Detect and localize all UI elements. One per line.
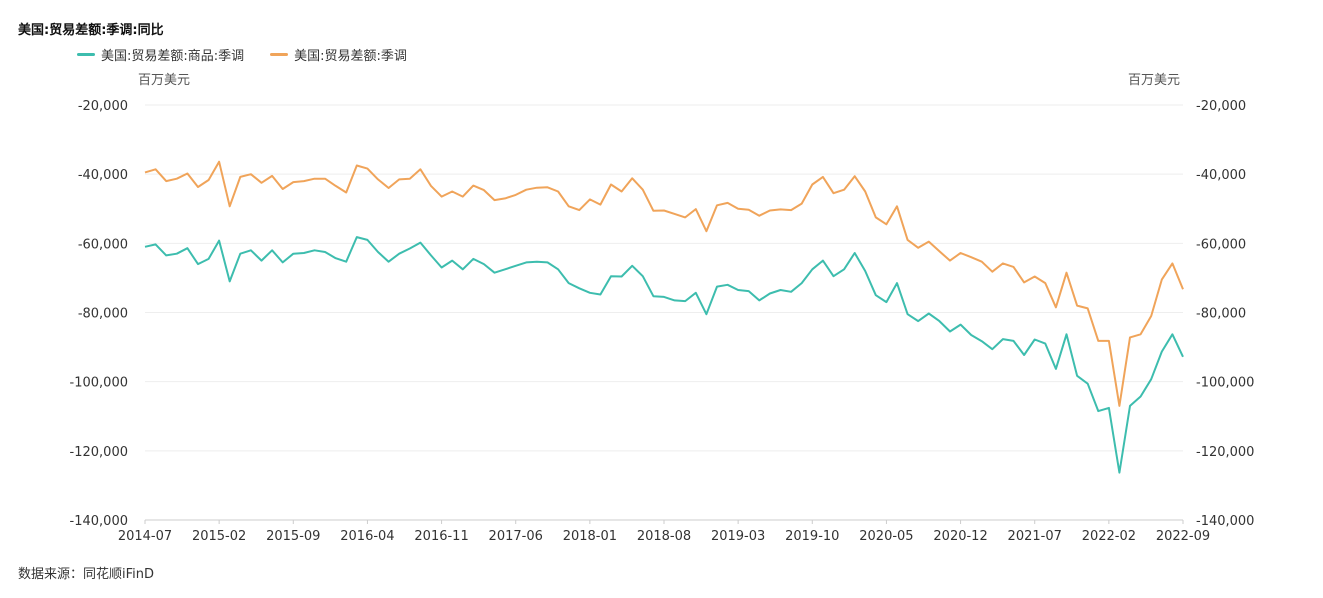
y-axis-unit-left: 百万美元 <box>138 73 191 88</box>
y-tick-label-left: -40,000 <box>78 168 128 183</box>
legend-label-goods: 美国:贸易差额:商品:季调 <box>101 49 245 64</box>
x-tick-label: 2021-07 <box>1008 529 1062 544</box>
x-tick-label: 2022-09 <box>1156 529 1210 544</box>
x-tick-label: 2020-12 <box>933 529 987 544</box>
legend-swatch-total <box>270 53 289 56</box>
chart-title: 美国:贸易差额:季调:同比 <box>18 23 164 38</box>
x-tick-label: 2016-11 <box>414 529 468 544</box>
y-tick-label-left: -80,000 <box>78 307 128 322</box>
y-tick-label-right: -40,000 <box>1196 168 1246 183</box>
y-tick-label-left: -140,000 <box>70 514 128 529</box>
legend-label-total: 美国:贸易差额:季调 <box>294 49 407 64</box>
series-line-total <box>144 160 1184 407</box>
y-tick-label-left: -20,000 <box>78 99 128 114</box>
y-axis-unit-right: 百万美元 <box>1128 73 1181 88</box>
legend-item-total[interactable]: 美国:贸易差额:季调 <box>270 45 407 64</box>
x-tick-label: 2018-01 <box>563 529 617 544</box>
x-tick-label: 2019-03 <box>711 529 765 544</box>
x-tick-label: 2022-02 <box>1082 529 1136 544</box>
x-tick-label: 2015-02 <box>192 529 246 544</box>
x-tick-label: 2015-09 <box>266 529 320 544</box>
series-line-goods <box>144 236 1184 474</box>
data-source: 数据来源：同花顺iFinD <box>18 567 155 582</box>
y-tick-label-left: -60,000 <box>78 237 128 252</box>
y-tick-label-left: -120,000 <box>70 445 128 460</box>
x-tick-label: 2017-06 <box>489 529 543 544</box>
x-tick-label: 2014-07 <box>118 529 172 544</box>
y-tick-label-right: -20,000 <box>1196 99 1246 114</box>
y-tick-label-right: -140,000 <box>1196 514 1254 529</box>
y-tick-label-right: -60,000 <box>1196 237 1246 252</box>
x-tick-label: 2018-08 <box>637 529 691 544</box>
y-tick-label-left: -100,000 <box>70 376 128 391</box>
x-tick-label: 2016-04 <box>340 529 394 544</box>
y-tick-label-right: -80,000 <box>1196 307 1246 322</box>
x-tick-label: 2019-10 <box>785 529 839 544</box>
legend-item-goods[interactable]: 美国:贸易差额:商品:季调 <box>77 45 244 64</box>
legend-swatch-goods <box>77 53 95 56</box>
legend: 美国:贸易差额:商品:季调 美国:贸易差额:季调 <box>77 45 407 64</box>
y-tick-label-right: -100,000 <box>1196 376 1254 391</box>
x-tick-label: 2020-05 <box>859 529 913 544</box>
y-tick-label-right: -120,000 <box>1196 445 1254 460</box>
